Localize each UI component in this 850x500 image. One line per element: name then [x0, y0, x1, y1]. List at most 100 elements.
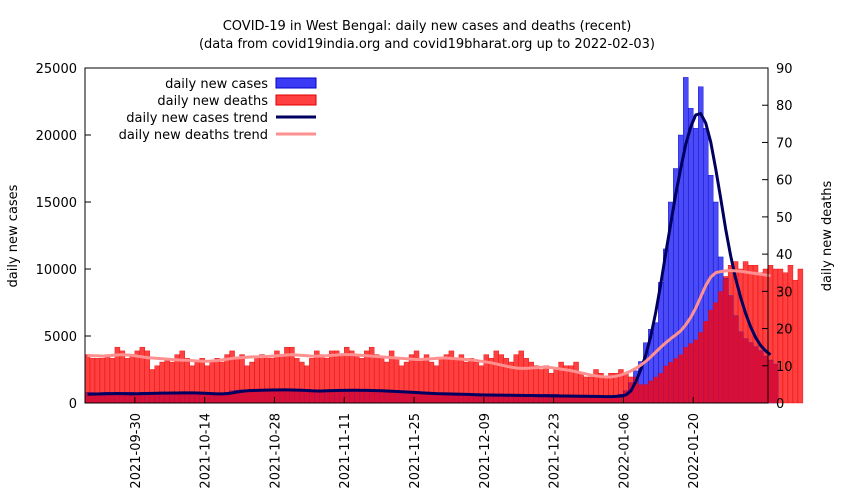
overlap-bar — [568, 395, 574, 403]
overlap-bar — [598, 396, 604, 403]
overlap-bar — [369, 389, 375, 403]
legend-swatch-deaths — [275, 94, 317, 106]
overlap-bar — [772, 364, 778, 403]
plot-frame — [84, 67, 769, 404]
overlap-bar — [239, 389, 245, 403]
overlap-bar — [723, 278, 729, 403]
y2-tick-label: 30 — [776, 285, 793, 300]
overlap-bar — [414, 392, 420, 403]
overlap-bar — [603, 396, 609, 403]
overlap-bar — [443, 393, 449, 403]
overlap-bar — [289, 389, 295, 403]
overlap-bar — [149, 392, 155, 403]
trend-lines — [87, 112, 772, 399]
overlap-bar — [124, 392, 130, 403]
overlap-bar — [763, 356, 768, 403]
overlap-bar — [319, 391, 325, 403]
y-tick-label: 10000 — [36, 263, 77, 278]
overlap-bar — [329, 391, 335, 403]
overlap-bar — [518, 394, 524, 403]
x-tick-label: 2021-12-09 — [478, 413, 493, 489]
overlap-bar — [558, 394, 564, 403]
y2-tick-label: 10 — [776, 360, 793, 375]
overlap-bar — [299, 389, 305, 403]
y2-tick-label: 0 — [776, 397, 784, 412]
overlap-bar — [748, 342, 754, 403]
axes: 0 5000 10000 15000 20000 25000 0 10 20 30 40 50 60 70… — [36, 62, 793, 489]
overlap-bar — [653, 376, 659, 403]
overlap-bar — [249, 389, 255, 403]
y-tick-label: 20000 — [36, 129, 77, 144]
overlap-bar — [399, 390, 405, 403]
overlap-bar — [224, 392, 230, 403]
overlap-bar — [85, 392, 90, 403]
overlap-bar — [743, 338, 749, 403]
overlap-bar — [419, 392, 425, 403]
overlap-bar — [274, 389, 280, 403]
chart-subtitle: (data from covid19india.org and covid19b… — [199, 37, 655, 52]
overlap-bar — [279, 389, 285, 403]
legend-label-deaths-trend: daily new deaths trend — [119, 128, 268, 143]
overlap-bar — [129, 392, 135, 403]
deaths-bar — [797, 268, 804, 404]
overlap-bar — [314, 390, 320, 403]
y2-tick-label: 70 — [776, 136, 793, 151]
overlap-bar — [174, 392, 180, 403]
overlap-bar — [269, 389, 275, 403]
x-tick-label: 2021-09-30 — [129, 413, 144, 489]
overlap-bar — [693, 339, 699, 403]
overlap-bar — [214, 393, 220, 403]
overlap-bar — [573, 395, 579, 403]
overlap-bar — [433, 392, 439, 403]
overlap-bar — [448, 393, 454, 403]
overlap-bar — [94, 392, 100, 403]
deaths-bar — [792, 279, 799, 404]
overlap-bar — [139, 392, 145, 403]
overlap-bar — [523, 394, 529, 403]
overlap-bar — [638, 384, 644, 403]
overlap-bar — [493, 394, 499, 403]
overlap-bar — [613, 395, 619, 403]
overlap-bar — [633, 376, 639, 403]
x-tick-label: 2022-01-06 — [617, 413, 632, 489]
overlap-bar — [643, 384, 649, 403]
overlap-bar — [354, 389, 360, 403]
overlap-bar — [199, 393, 205, 403]
overlap-bar — [104, 392, 110, 403]
overlap-bar — [114, 392, 120, 403]
overlap-bar — [179, 392, 185, 403]
overlap-bar — [119, 392, 125, 403]
overlap-bar — [683, 347, 689, 403]
overlap-bar — [703, 321, 709, 403]
overlap-bar — [678, 354, 684, 403]
overlap-bar — [648, 380, 654, 403]
y2-tick-label: 20 — [776, 323, 793, 338]
x-tick-label: 2022-01-20 — [687, 413, 702, 489]
overlap-bar — [728, 295, 734, 403]
chart-title: COVID-19 in West Bengal: daily new cases… — [223, 19, 632, 34]
overlap-bar — [229, 390, 235, 403]
overlap-bar — [364, 389, 370, 403]
cases-bars — [84, 77, 779, 404]
overlap-bar — [718, 291, 724, 403]
overlap-bar — [538, 394, 544, 403]
overlap-bar — [424, 392, 429, 403]
overlap-bar — [184, 392, 190, 403]
y2-tick-label: 40 — [776, 248, 793, 263]
overlap-bar — [254, 389, 260, 403]
overlap-bar — [768, 360, 773, 403]
overlap-bar — [543, 394, 549, 403]
x-tick-label: 2021-12-23 — [548, 413, 563, 489]
overlap-bar — [169, 393, 175, 403]
overlap-bar — [159, 392, 165, 403]
overlap-bar — [389, 390, 395, 403]
x-tick-label: 2021-11-25 — [408, 413, 423, 489]
x-tick-label: 2021-10-28 — [268, 413, 283, 489]
overlap-bar — [428, 392, 434, 403]
overlap-bar — [463, 393, 469, 403]
y-tick-label: 0 — [69, 397, 77, 412]
overlap-bar — [89, 392, 95, 403]
overlap-bar — [109, 392, 115, 403]
y-tick-label: 25000 — [36, 62, 77, 77]
overlap-bar — [309, 390, 315, 403]
